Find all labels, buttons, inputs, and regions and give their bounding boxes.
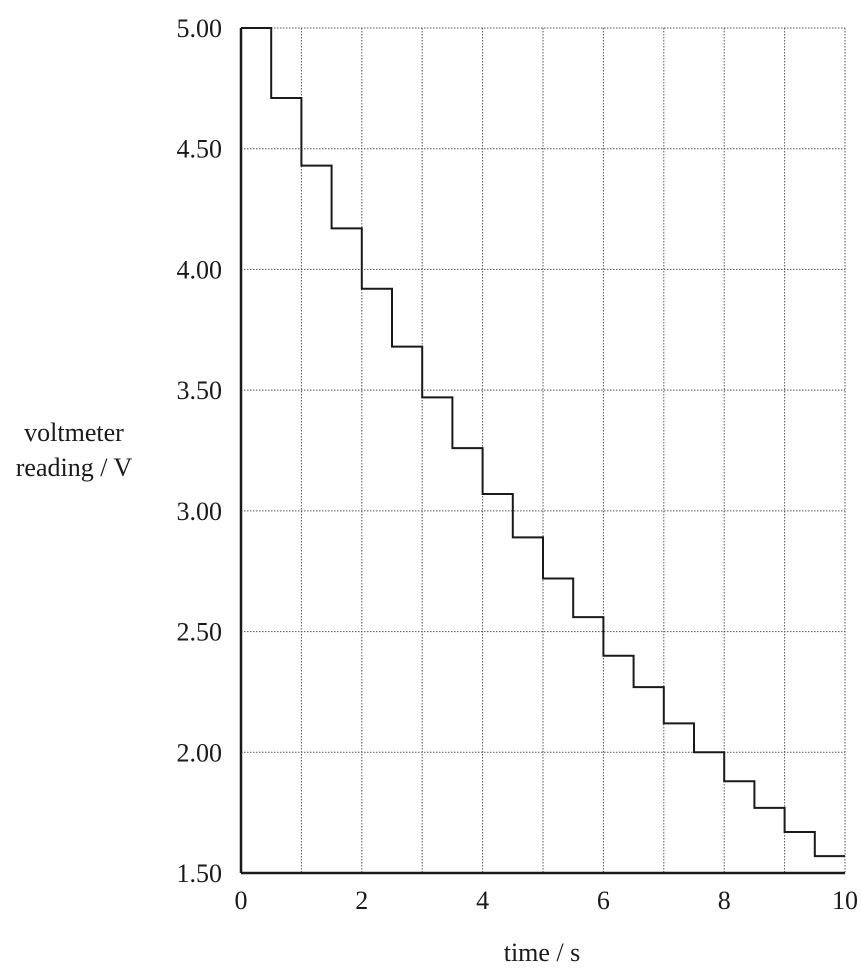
series-group — [241, 27, 845, 858]
y-tick-label: 5.00 — [177, 14, 223, 43]
y-tick-label: 4.00 — [177, 255, 223, 284]
x-tick-label: 4 — [476, 886, 489, 915]
x-tick-label: 6 — [597, 886, 610, 915]
x-axis-ticks: 0 2 4 6 8 10 — [235, 886, 859, 915]
x-tick-label: 8 — [718, 886, 731, 915]
axis-labels: voltmeter reading / V time / s — [16, 418, 581, 967]
x-tick-label: 10 — [832, 886, 858, 915]
y-tick-label: 1.50 — [177, 859, 223, 888]
y-tick-label: 4.50 — [177, 135, 223, 164]
series-step-line — [241, 27, 845, 858]
grid — [241, 27, 846, 873]
y-axis-ticks: 5.00 4.50 4.00 3.50 3.00 2.50 2.00 1.50 — [177, 14, 223, 888]
axes — [239, 28, 845, 875]
y-tick-label: 3.00 — [177, 497, 223, 526]
y-axis-label-line-2: reading / V — [16, 453, 133, 482]
y-tick-label: 3.50 — [177, 376, 223, 405]
x-tick-label: 2 — [355, 886, 368, 915]
y-tick-label: 2.50 — [177, 618, 223, 647]
y-tick-label: 2.00 — [177, 738, 223, 767]
x-axis-label: time / s — [504, 938, 581, 967]
x-tick-label: 0 — [235, 886, 248, 915]
y-axis-label-line-1: voltmeter — [24, 418, 124, 447]
